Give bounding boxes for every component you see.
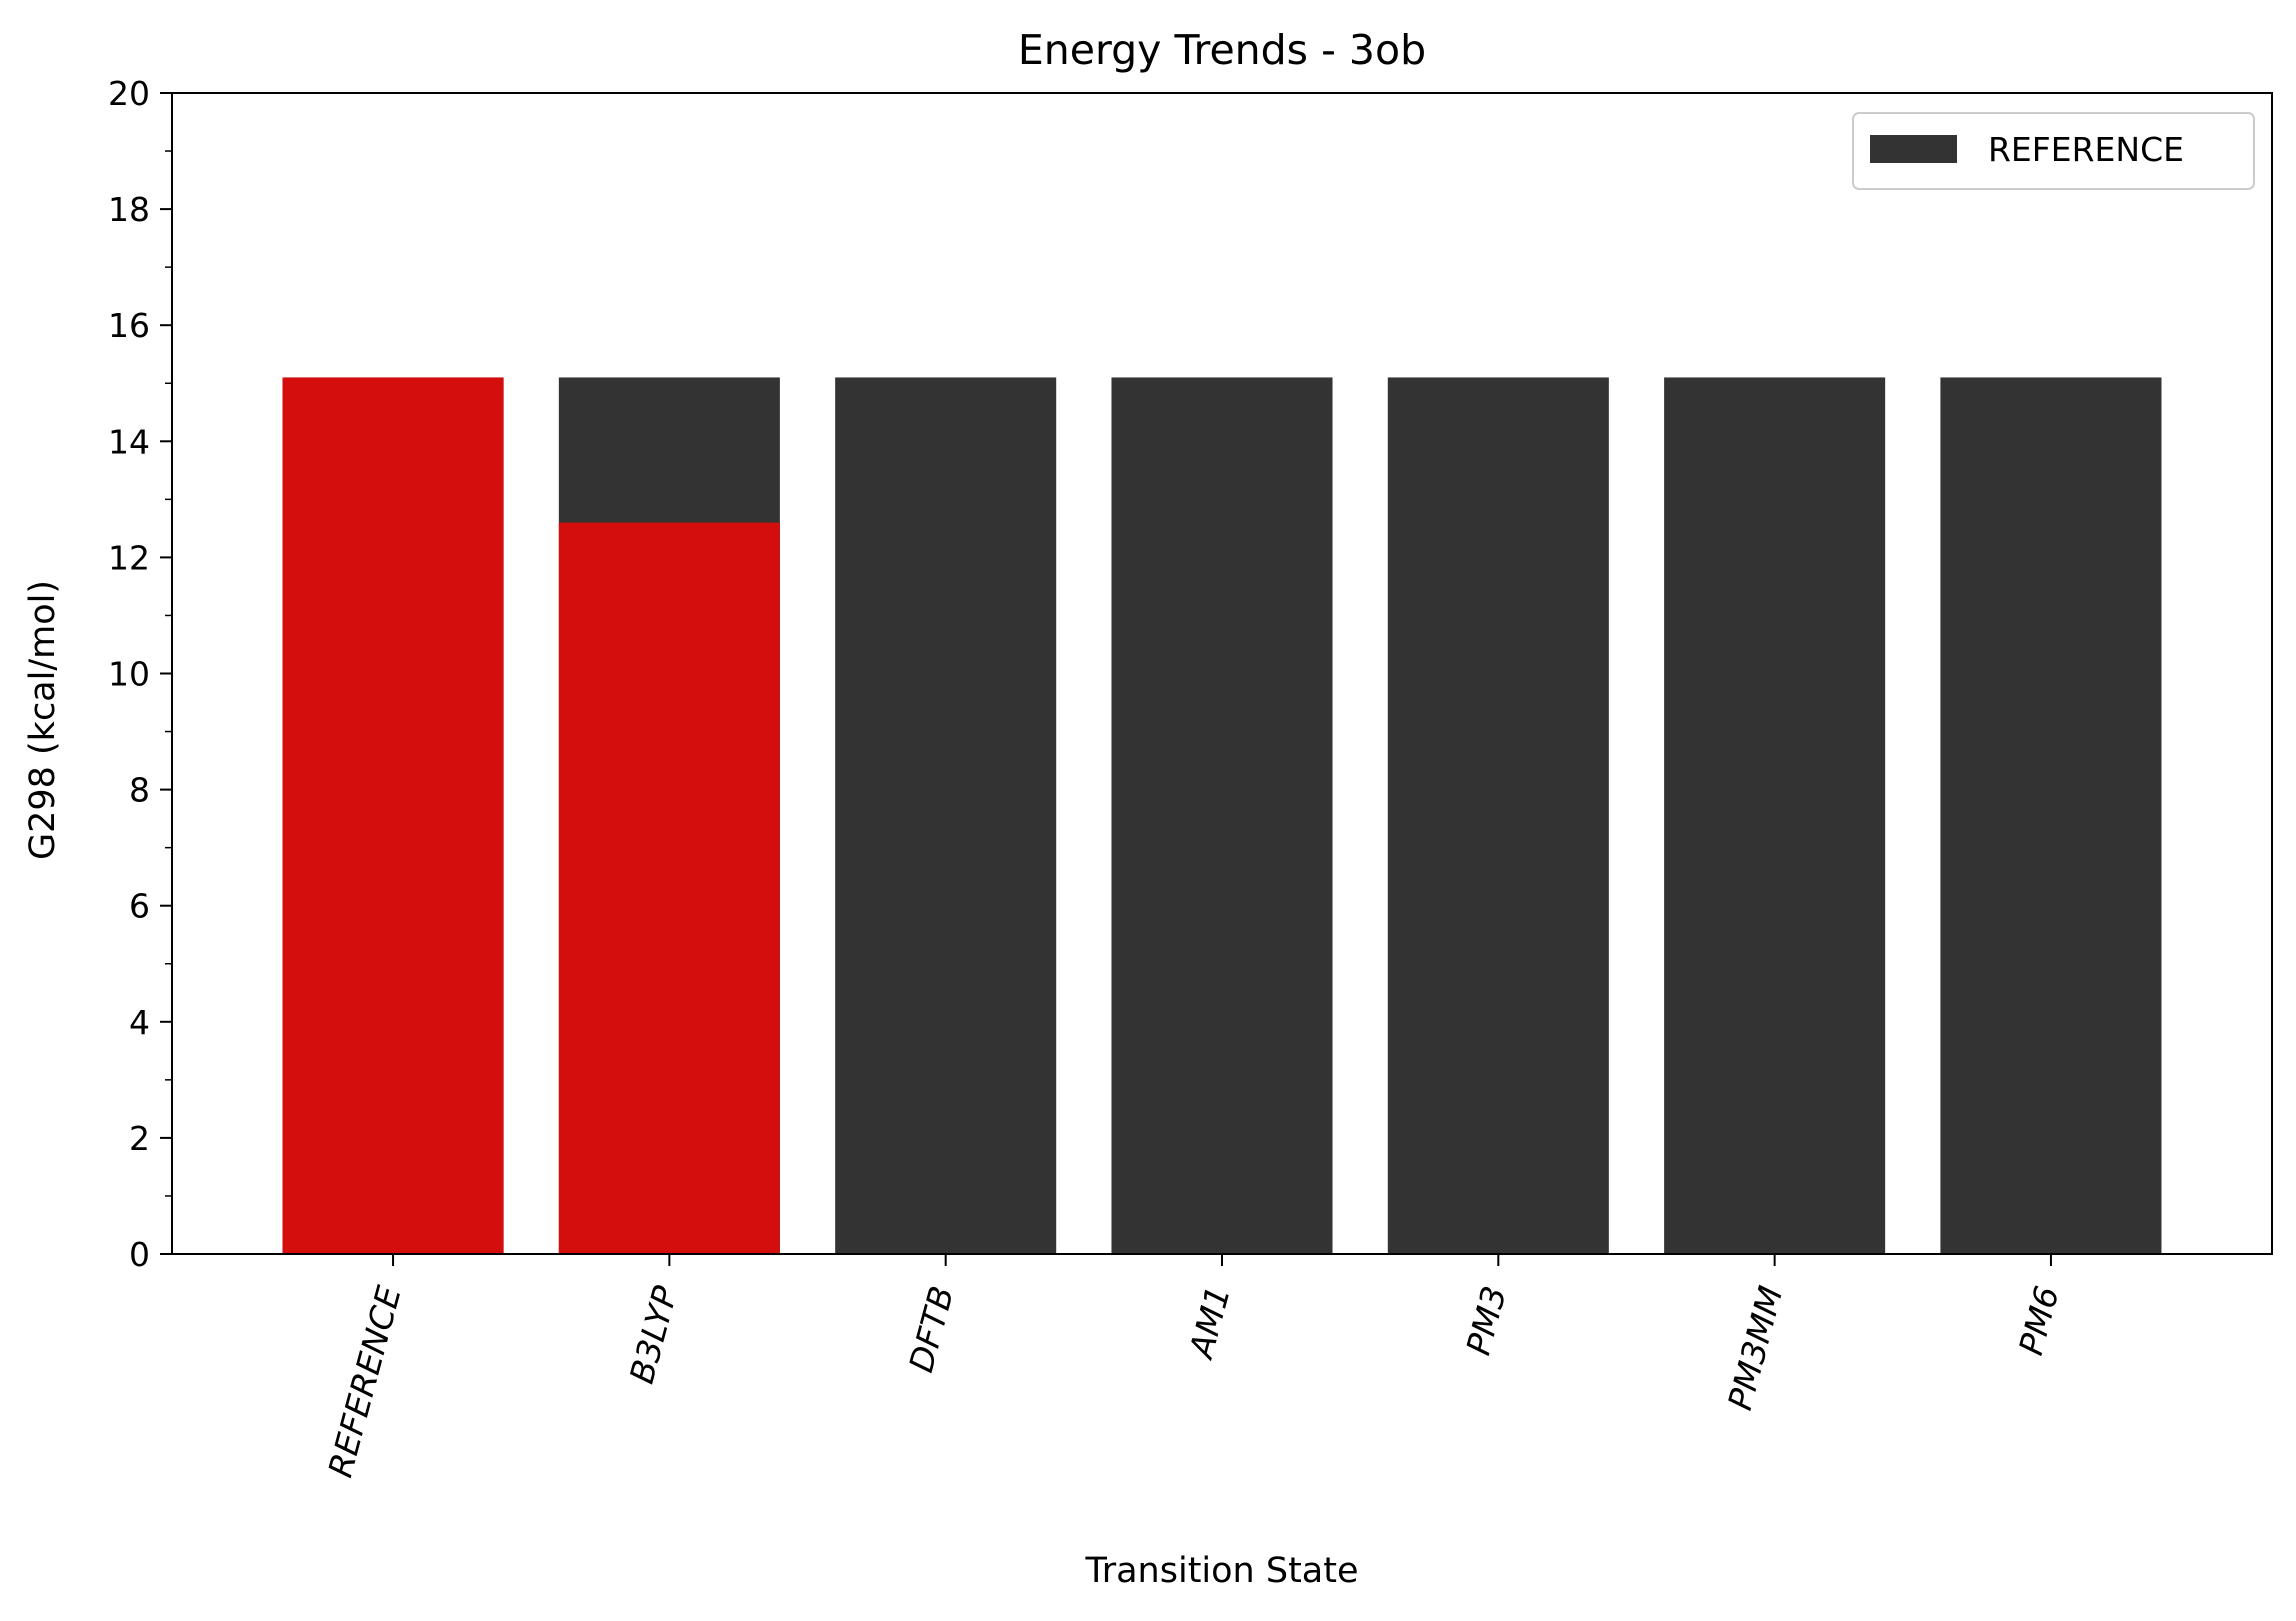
legend: REFERENCE	[1852, 112, 2255, 190]
y-tick-label: 0	[129, 1235, 150, 1274]
y-axis-label: G298 (kcal/mol)	[23, 580, 63, 860]
y-tick-label: 4	[129, 1003, 150, 1042]
y-tick-label: 18	[108, 190, 150, 229]
x-axis-label: Transition State	[1084, 1551, 1358, 1591]
y-tick-label: 8	[129, 771, 150, 810]
y-tick-label: 12	[108, 538, 150, 577]
legend-swatch-reference	[1870, 135, 1957, 163]
bar-overlay-reference	[282, 377, 504, 1254]
legend-frame	[1852, 112, 2255, 190]
bar-reference-pm6	[1940, 377, 2162, 1254]
y-tick-label: 14	[108, 422, 150, 461]
chart-title: Energy Trends - 3ob	[1018, 26, 1426, 74]
y-tick-label: 10	[108, 655, 150, 694]
bar-reference-pm3mm	[1664, 377, 1886, 1254]
y-tick-label: 20	[108, 74, 150, 113]
y-tick-label: 6	[129, 887, 150, 926]
bar-reference-dftb	[835, 377, 1057, 1254]
legend-label-reference: REFERENCE	[1988, 130, 2184, 169]
bar-reference-am1	[1111, 377, 1333, 1254]
bar-reference-pm3	[1387, 377, 1609, 1254]
y-tick-label: 16	[108, 306, 150, 345]
y-tick-label: 2	[129, 1119, 150, 1158]
bar-overlay-b3lyp	[558, 522, 780, 1254]
